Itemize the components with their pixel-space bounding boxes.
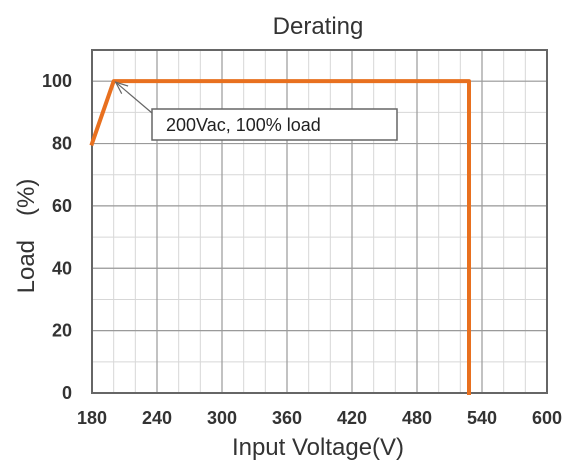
- x-tick-label: 420: [337, 408, 367, 428]
- x-axis-ticks: 180 240 300 360 420 480 540 600: [77, 408, 562, 428]
- plot-area: [91, 49, 548, 394]
- y-tick-label: 60: [52, 196, 72, 216]
- annotation-box: [151, 108, 398, 141]
- x-tick-label: 480: [402, 408, 432, 428]
- y-tick-label: 20: [52, 321, 72, 341]
- y-tick-label: 100: [42, 71, 72, 91]
- chart-title: Derating: [273, 13, 364, 40]
- y-axis-ticks: 0 20 40 60 80 100: [42, 71, 72, 403]
- x-tick-label: 360: [272, 408, 302, 428]
- x-axis-label: Input Voltage(V): [232, 434, 404, 461]
- annotation-arrow: [115, 81, 153, 114]
- y-tick-label: 40: [52, 258, 72, 278]
- annotation-text: 200Vac, 100% load: [166, 115, 321, 135]
- series-layer: [89, 79, 471, 395]
- minor-gridlines: [92, 50, 547, 393]
- x-tick-label: 600: [532, 408, 562, 428]
- x-tick-label: 180: [77, 408, 107, 428]
- y-tick-label: 0: [62, 383, 72, 403]
- x-tick-label: 240: [142, 408, 172, 428]
- annotation-arrowhead: [114, 81, 129, 94]
- y-tick-label: 80: [52, 134, 72, 154]
- y-axis-label: Load (%): [13, 179, 40, 294]
- major-gridlines: [92, 50, 547, 393]
- annotation-layer: 200Vac, 100% load: [114, 81, 398, 141]
- x-tick-label: 300: [207, 408, 237, 428]
- series-line-1: [89, 79, 471, 395]
- x-tick-label: 540: [467, 408, 497, 428]
